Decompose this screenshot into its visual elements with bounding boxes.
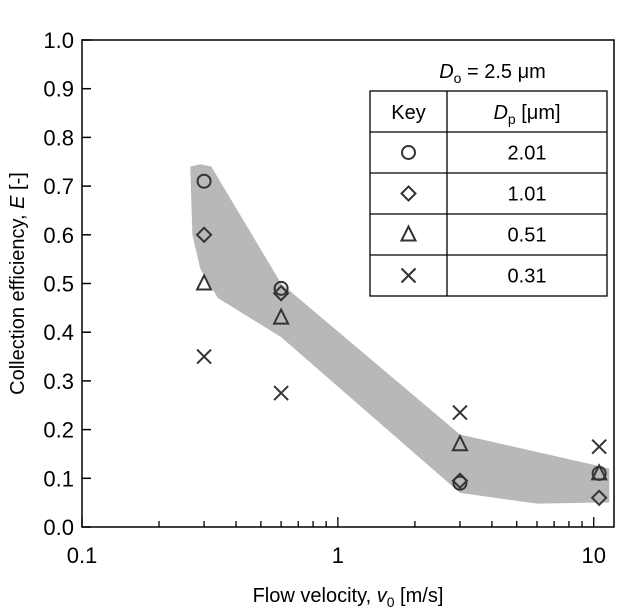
y-tick-label: 0.0 <box>43 515 74 540</box>
series-0-51 <box>195 273 608 481</box>
legend-title-var: D <box>439 61 453 83</box>
y-tick-label: 0.2 <box>43 418 74 443</box>
legend-title: Do = 2.5 μm <box>439 61 546 86</box>
marker-cross-stroke <box>400 267 417 284</box>
marker-cross-stroke <box>273 385 289 401</box>
legend-entry-label: 0.31 <box>508 266 547 288</box>
legend-title-text: = 2.5 μm <box>461 61 545 83</box>
legend-marker <box>400 185 417 202</box>
marker-cross-stroke <box>591 438 607 455</box>
legend-marker <box>400 267 417 284</box>
y-tick-label: 0.3 <box>43 369 74 394</box>
marker-diamond <box>272 284 290 302</box>
marker-triangle <box>272 307 290 325</box>
marker-circle <box>452 475 468 491</box>
data-point <box>196 173 212 189</box>
y-tick-label: 0.4 <box>43 320 74 345</box>
data-point <box>273 385 289 401</box>
marker-diamond <box>400 185 417 202</box>
marker-triangle <box>590 463 608 481</box>
marker-triangle <box>195 273 213 291</box>
legend-marker <box>401 145 416 160</box>
x-axis-title-sub: 0 <box>387 594 395 610</box>
legend-header-value: Dp [μm] <box>493 102 560 127</box>
legend-header-unit: [μm] <box>516 102 561 124</box>
data-point <box>452 404 468 421</box>
x-tick-label: 1 <box>332 543 344 568</box>
axes-layer: 0.0 0.1 0.2 0.3 0.4 0.5 0.6 0.7 0.8 0.9 1.0 0.1 1 10 <box>43 28 606 568</box>
data-point <box>591 438 607 455</box>
x-axis-title-unit: [m/s] <box>395 585 444 607</box>
data-point <box>195 273 213 291</box>
legend-header-key: Key <box>391 102 425 124</box>
y-tick-label: 0.9 <box>43 77 74 102</box>
x-tick-label: 10 <box>581 543 605 568</box>
y-axis-title: Collection efficiency, E [-] <box>7 172 29 395</box>
marker-circle <box>273 280 289 296</box>
marker-triangle <box>399 224 418 242</box>
marker-triangle <box>451 433 469 452</box>
marker-circle <box>401 145 416 160</box>
legend-header-sub: p <box>508 111 516 127</box>
shaded-band <box>190 164 610 504</box>
legend-entry-label: 0.51 <box>508 225 547 247</box>
shaded-band-layer <box>190 164 610 504</box>
y-axis-title-var: E <box>7 195 29 209</box>
legend-entry-label: 2.01 <box>508 143 547 165</box>
marker-diamond <box>195 226 213 244</box>
x-axis-title: Flow velocity, v0 [m/s] <box>253 585 444 610</box>
data-point <box>451 472 469 490</box>
legend-marker <box>399 224 418 242</box>
marker-circle <box>196 173 212 189</box>
legend: Do = 2.5 μm Key Dp [μm] 2.01 1.01 0.51 0.31 <box>369 61 608 297</box>
y-tick-label: 0.1 <box>43 466 74 491</box>
series-1-01 <box>195 226 608 507</box>
markers-layer <box>195 173 608 507</box>
x-axis-title-var: v <box>377 585 388 607</box>
data-point <box>272 307 290 325</box>
legend-entry-label: 1.01 <box>508 184 547 206</box>
data-point <box>273 280 289 296</box>
marker-cross-stroke <box>196 348 212 365</box>
y-tick-label: 0.6 <box>43 223 74 248</box>
y-axis-title-unit: [-] <box>7 172 29 195</box>
data-point <box>590 489 608 507</box>
y-tick-label: 0.5 <box>43 272 74 297</box>
data-point <box>452 475 468 491</box>
data-point <box>196 348 212 365</box>
data-point <box>451 433 469 452</box>
marker-cross-stroke <box>452 404 468 421</box>
x-axis-title-text: Flow velocity, <box>253 585 377 607</box>
marker-diamond <box>590 489 608 507</box>
data-point <box>195 226 213 244</box>
data-point <box>272 284 290 302</box>
legend-header-var: D <box>493 102 507 124</box>
data-point <box>590 463 608 481</box>
marker-diamond <box>451 472 469 490</box>
legend-table <box>369 90 608 297</box>
y-tick-label: 0.8 <box>43 125 74 150</box>
x-tick-label: 0.1 <box>67 543 98 568</box>
y-tick-label: 1.0 <box>43 28 74 53</box>
y-axis-title-text: Collection efficiency, <box>7 209 29 395</box>
legend-title-sub: o <box>454 70 462 86</box>
series-0-31 <box>196 348 607 455</box>
y-tick-label: 0.7 <box>43 174 74 199</box>
